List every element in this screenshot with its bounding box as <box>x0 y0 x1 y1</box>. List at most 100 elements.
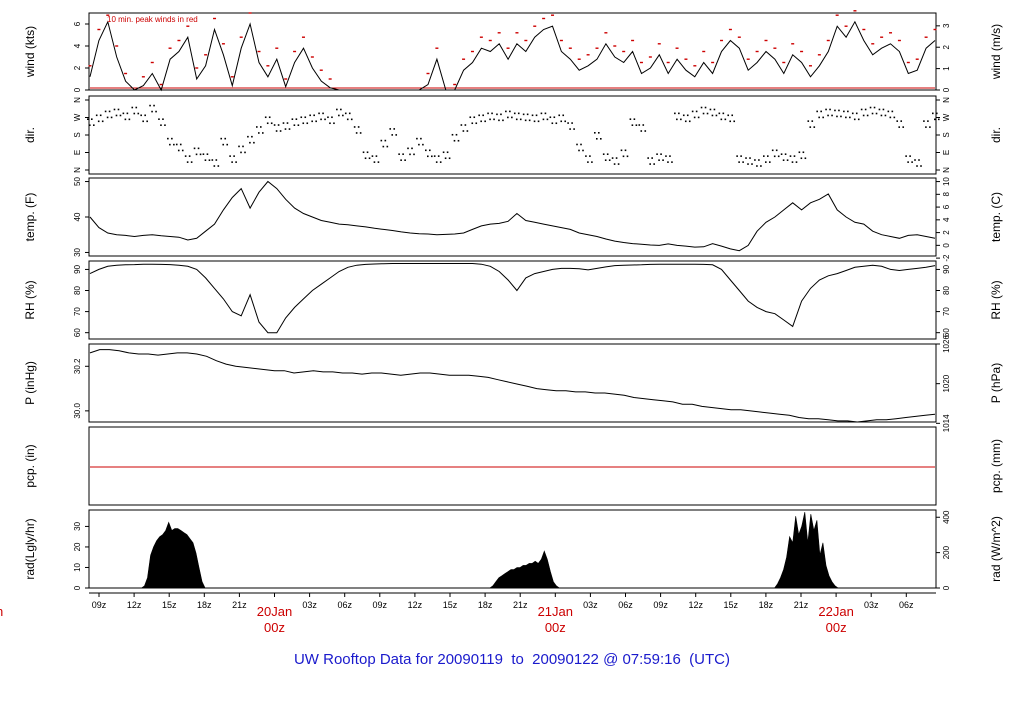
pressure-right-axis-label: P (hPa) <box>989 363 1003 403</box>
dir-point <box>158 118 160 120</box>
dir-point <box>893 116 896 119</box>
dir-point <box>238 145 240 148</box>
dir-point <box>551 122 554 125</box>
dir-point <box>887 110 890 113</box>
dir-point <box>825 108 827 111</box>
dir-point <box>429 149 431 152</box>
dir-point <box>357 126 360 128</box>
dir-point <box>247 135 249 138</box>
dir-point <box>302 122 305 125</box>
dir-point <box>777 155 780 158</box>
dir-point <box>878 108 881 111</box>
dir-point <box>920 165 922 167</box>
day-hour-label: 00z <box>826 620 847 635</box>
wind-peak-mark <box>257 50 261 53</box>
dir-point <box>907 161 909 163</box>
time-axis-tick-label: 12z <box>408 600 423 610</box>
dir-point <box>665 155 667 157</box>
dir-point <box>229 155 231 157</box>
wind-peak-mark <box>159 83 163 86</box>
dir-point <box>576 143 578 146</box>
dir-point <box>126 112 129 115</box>
dir-point <box>526 113 529 116</box>
dir-point <box>400 159 402 161</box>
day-label: an <box>0 604 3 619</box>
dir-point <box>175 143 178 146</box>
dir-point <box>640 130 643 132</box>
dir-point <box>333 122 335 125</box>
wind-peak-mark <box>506 47 510 49</box>
dir-point <box>251 135 253 138</box>
dir-point <box>128 118 131 121</box>
dir-point <box>329 122 331 125</box>
dir-point <box>749 157 751 159</box>
dir-point <box>222 143 225 146</box>
dir-point <box>629 118 632 120</box>
dir-point <box>496 113 498 116</box>
dir-point <box>676 118 678 121</box>
dir-point <box>578 149 580 152</box>
wind-peak-mark <box>773 47 777 49</box>
dir-point <box>300 116 303 119</box>
dir-point <box>97 120 100 123</box>
dir-point <box>558 114 561 117</box>
dir-point <box>184 155 187 157</box>
dir-point <box>422 143 424 146</box>
dir-point <box>765 161 767 163</box>
wind-peak-mark <box>604 32 608 34</box>
dir-point <box>686 114 689 117</box>
dir-point <box>540 112 543 115</box>
wind-peak-mark <box>221 43 225 45</box>
dir-point <box>786 159 789 161</box>
dir-point <box>297 124 300 126</box>
wind-peak-mark <box>115 45 119 47</box>
wind-peak-mark <box>817 54 821 56</box>
dir-point <box>562 114 565 117</box>
dir-point <box>647 157 649 159</box>
dir-point <box>425 149 427 152</box>
time-axis-tick-label: 09z <box>653 600 668 610</box>
dir-point <box>533 120 536 123</box>
dir-point <box>482 114 484 117</box>
dir-point <box>268 116 271 119</box>
dir-point <box>197 147 200 150</box>
dir-point <box>362 151 365 154</box>
dir-point <box>340 108 342 111</box>
wind-peak-mark <box>568 47 572 49</box>
wind-peak-mark <box>906 61 910 64</box>
time-axis-tick-label: 15z <box>443 600 458 610</box>
dir-point <box>697 116 700 119</box>
dir-point <box>589 155 591 157</box>
dir-point <box>738 161 740 163</box>
time-axis-tick-label: 06z <box>899 600 914 610</box>
wind-right-tick-label: 3 <box>942 23 951 28</box>
dir-point <box>293 124 296 126</box>
rad-right-tick-label: 0 <box>942 585 951 590</box>
time-axis-tick-label: 18z <box>759 600 774 610</box>
dir-point <box>884 114 887 117</box>
wind-peak-mark <box>897 39 901 42</box>
rh-right-tick-label: 60 <box>942 328 951 337</box>
pressure-right-tick-label: 1014 <box>942 414 951 432</box>
dir-point <box>853 118 856 121</box>
dir-point <box>840 115 842 118</box>
rh-right-axis-label: RH (%) <box>989 280 1003 319</box>
dir-point <box>613 163 616 165</box>
dir-point <box>380 139 383 142</box>
wind-peak-mark <box>862 28 866 31</box>
dir-point <box>393 128 396 130</box>
dir-point <box>528 119 531 122</box>
dir-point <box>800 157 803 160</box>
rh-left-tick-label: 60 <box>73 328 82 337</box>
dir-point <box>142 120 144 123</box>
dir-point <box>653 163 655 165</box>
rh-right-tick-label: 80 <box>942 286 951 295</box>
dir-point <box>211 159 214 161</box>
dir-point <box>364 157 367 160</box>
time-axis-tick-label: 15z <box>724 600 739 610</box>
time-axis-tick-label: 09z <box>373 600 388 610</box>
wind-peak-mark <box>711 61 715 64</box>
time-axis-tick-label: 09z <box>92 600 107 610</box>
dir-point <box>235 161 237 163</box>
wind-speed-line <box>89 20 936 92</box>
